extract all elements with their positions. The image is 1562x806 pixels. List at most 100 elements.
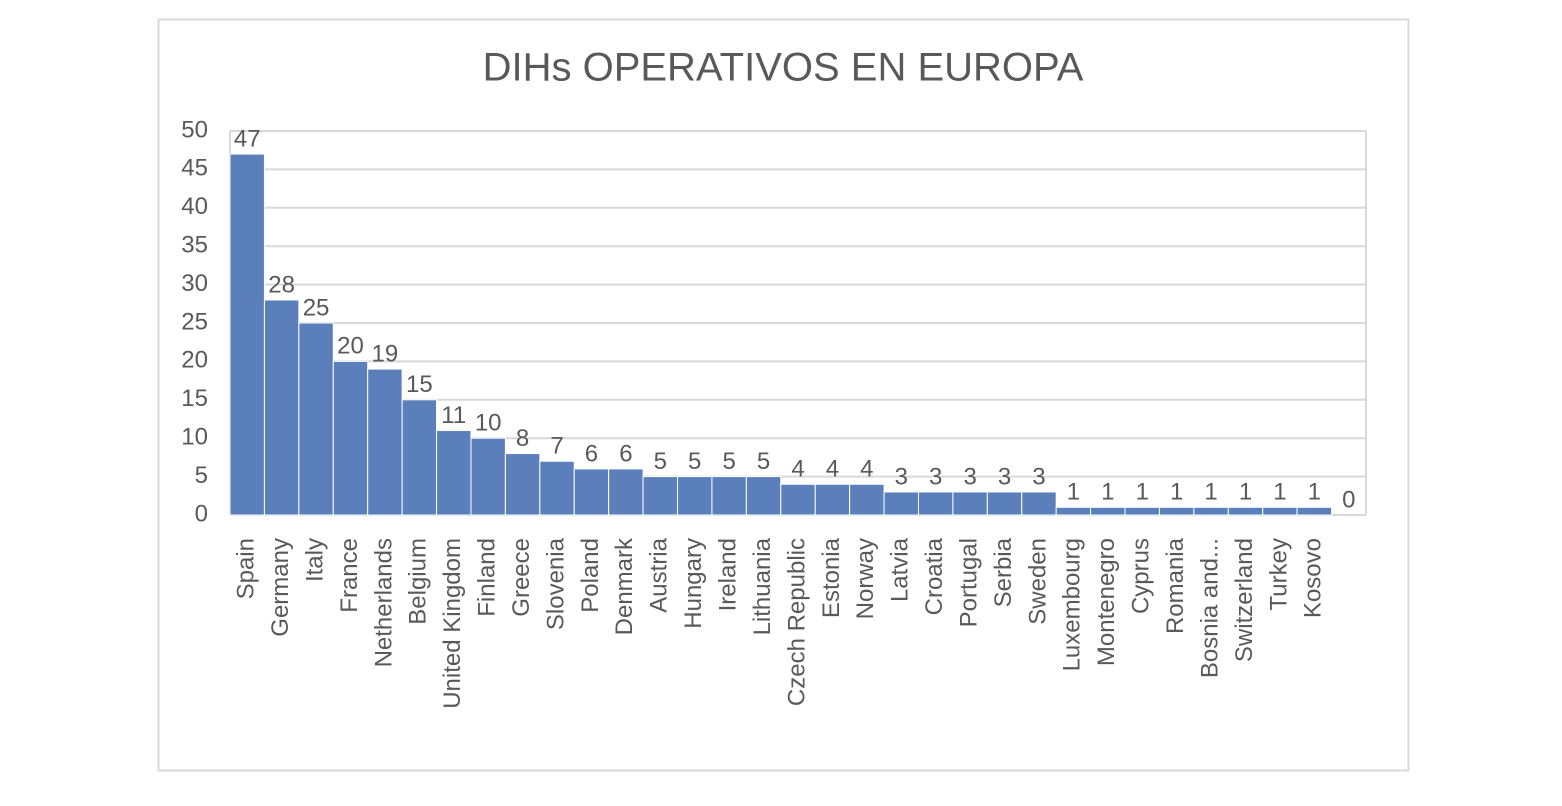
y-tick-label: 15 xyxy=(181,385,208,412)
data-label: 1 xyxy=(1273,479,1286,506)
x-tick-label: Spain xyxy=(233,538,260,599)
y-tick-label: 5 xyxy=(195,462,208,489)
x-tick-label: Norway xyxy=(852,538,879,619)
bar xyxy=(1227,506,1264,516)
bar xyxy=(608,468,644,516)
data-label: 5 xyxy=(757,448,770,475)
x-tick-label: Portugal xyxy=(955,538,982,627)
x-tick-label: Sweden xyxy=(1024,538,1051,625)
y-tick-label: 35 xyxy=(181,232,208,259)
y-tick-label: 30 xyxy=(181,270,208,297)
x-tick-label: Croatia xyxy=(921,537,948,615)
x-tick-label: Ireland xyxy=(714,538,741,611)
data-label: 3 xyxy=(929,463,942,490)
chart-title: DIHs OPERATIVOS EN EUROPA xyxy=(483,46,1084,90)
data-label: 19 xyxy=(372,340,399,367)
bar xyxy=(539,460,575,516)
x-tick-label: Turkey xyxy=(1265,538,1292,610)
y-tick-label: 40 xyxy=(181,193,208,220)
y-tick-label: 50 xyxy=(181,116,208,143)
bar xyxy=(1124,506,1160,516)
x-tick-label: Kosovo xyxy=(1300,538,1327,618)
x-tick-label: Finland xyxy=(474,538,501,617)
data-label: 3 xyxy=(963,463,976,490)
bar xyxy=(1090,506,1126,516)
data-label: 1 xyxy=(1239,479,1252,506)
y-tick-label: 0 xyxy=(195,500,208,527)
data-label: 5 xyxy=(722,448,735,475)
y-tick-label: 10 xyxy=(181,424,208,451)
x-tick-label: Montenegro xyxy=(1093,538,1120,666)
bar xyxy=(986,491,1023,516)
data-label: 47 xyxy=(234,125,261,152)
x-tick-label: Germany xyxy=(267,538,294,637)
data-label: 6 xyxy=(619,440,632,467)
y-tick-label: 25 xyxy=(181,308,208,335)
bar xyxy=(298,322,334,516)
data-label: 1 xyxy=(1170,479,1183,506)
data-label: 4 xyxy=(826,456,839,483)
x-tick-label: Estonia xyxy=(818,537,845,618)
bar xyxy=(573,468,610,516)
data-label: 1 xyxy=(1204,479,1217,506)
bar xyxy=(1055,506,1092,516)
data-label: 5 xyxy=(654,448,667,475)
bar xyxy=(401,399,438,516)
bar xyxy=(1158,506,1195,516)
bar xyxy=(263,299,300,516)
bar xyxy=(745,476,782,516)
x-tick-label: Czech Republic xyxy=(783,538,810,706)
data-label: 20 xyxy=(337,333,364,360)
data-label: 28 xyxy=(268,271,295,298)
x-tick-label: United Kingdom xyxy=(439,538,466,709)
x-tick-label: France xyxy=(336,538,363,613)
data-label: 11 xyxy=(441,402,466,429)
data-label: 7 xyxy=(550,433,563,460)
bar xyxy=(470,437,506,516)
bar xyxy=(1193,506,1229,516)
data-label: 8 xyxy=(516,425,529,452)
data-label: 5 xyxy=(688,448,701,475)
data-label: 3 xyxy=(998,463,1011,490)
x-tick-label: Lithuania xyxy=(749,537,776,635)
x-tick-label: Switzerland xyxy=(1231,538,1258,662)
bar xyxy=(952,491,988,516)
bar xyxy=(367,368,403,516)
y-tick-label: 45 xyxy=(181,155,208,182)
x-tick-label: Poland xyxy=(577,538,604,613)
bar xyxy=(849,483,885,516)
data-label: 15 xyxy=(406,371,433,398)
bar xyxy=(332,360,369,516)
x-tick-label: Cyprus xyxy=(1128,538,1155,614)
bar xyxy=(229,153,265,516)
data-label: 1 xyxy=(1101,479,1114,506)
bar xyxy=(1296,506,1333,516)
bar xyxy=(677,476,713,516)
data-label: 1 xyxy=(1136,479,1149,506)
bar xyxy=(1021,491,1057,516)
x-tick-label: Belgium xyxy=(405,538,432,625)
bar xyxy=(917,491,954,516)
data-label: 0 xyxy=(1342,486,1355,513)
x-tick-label: Romania xyxy=(1162,537,1189,634)
x-tick-label: Hungary xyxy=(680,538,707,629)
data-label: 3 xyxy=(895,463,908,490)
data-label: 3 xyxy=(1032,463,1045,490)
bar xyxy=(1262,506,1298,516)
bar xyxy=(780,483,816,516)
data-label: 25 xyxy=(303,294,330,321)
bar xyxy=(436,430,472,516)
x-tick-label: Italy xyxy=(301,538,328,582)
bar xyxy=(883,491,919,516)
x-tick-label: Latvia xyxy=(887,537,914,602)
x-tick-label: Denmark xyxy=(611,537,638,635)
bar xyxy=(642,476,679,516)
x-tick-label: Greece xyxy=(508,538,535,617)
data-label: 10 xyxy=(475,410,502,437)
bar xyxy=(711,476,747,516)
bar xyxy=(504,453,541,516)
bar xyxy=(814,483,851,516)
x-tick-label: Serbia xyxy=(990,537,1017,607)
data-label: 1 xyxy=(1067,479,1080,506)
